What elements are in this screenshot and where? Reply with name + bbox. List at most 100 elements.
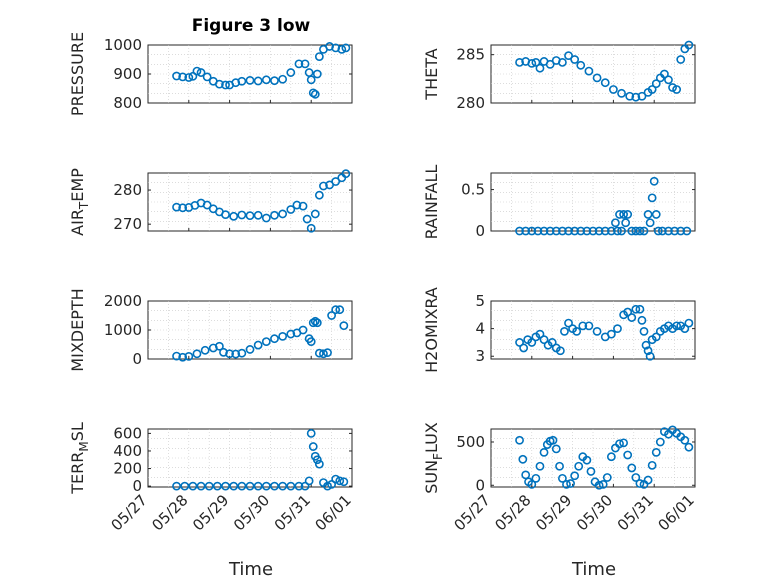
data-point [564, 318, 573, 328]
data-point [298, 201, 308, 211]
x-tick-label: 06/01 [655, 491, 698, 534]
data-point [278, 331, 288, 341]
x-tick-label: 05/29 [189, 491, 232, 534]
data-point [245, 211, 255, 221]
data-point [582, 455, 592, 465]
data-point [594, 226, 604, 236]
y-axis-label: MIXDEPTH [68, 288, 87, 371]
data-point [253, 481, 263, 491]
data-point [192, 349, 202, 359]
x-tick-label: 05/28 [491, 491, 534, 534]
data-point [588, 226, 598, 236]
data-point [600, 226, 610, 236]
y-tick-label: 5 [475, 292, 485, 310]
data-point [306, 337, 316, 346]
data-point [623, 210, 633, 219]
data-point [245, 345, 255, 354]
data-point [515, 338, 524, 347]
data-point [270, 76, 279, 86]
x-tick-label: 05/27 [451, 491, 494, 534]
data-point [564, 51, 573, 61]
data-point [606, 452, 616, 462]
data-point [639, 226, 649, 236]
data-point [306, 223, 316, 233]
data-point [298, 325, 308, 335]
data-point [304, 476, 314, 486]
data-point [335, 476, 345, 486]
y-tick-label: 280 [456, 94, 485, 112]
data-point [602, 473, 612, 482]
data-point [261, 75, 271, 85]
data-point [196, 481, 206, 491]
data-point [531, 473, 541, 483]
data-point [680, 324, 690, 334]
data-point [325, 42, 334, 51]
y-tick-label: 900 [113, 65, 142, 83]
data-point [576, 60, 586, 70]
x-tick-label: 05/28 [148, 491, 191, 534]
data-point [558, 226, 567, 236]
data-point [261, 337, 271, 346]
x-tick-label: 05/30 [573, 491, 616, 534]
data-point [535, 329, 545, 339]
data-point [555, 461, 564, 471]
data-point [651, 447, 661, 457]
data-point [515, 435, 524, 445]
data-point [651, 79, 661, 89]
data-point [551, 226, 561, 236]
data-point [294, 481, 304, 491]
data-point [172, 202, 181, 212]
y-tick-label: 1000 [104, 36, 142, 54]
data-point [631, 304, 641, 314]
x-tick-label: 05/27 [108, 491, 151, 534]
data-point [331, 43, 341, 53]
data-point [676, 55, 686, 64]
data-point [521, 226, 531, 236]
x-axis-label-left: Time [228, 559, 273, 580]
data-point [627, 463, 637, 473]
data-point [535, 461, 545, 471]
figure-title: Figure 3 low [192, 16, 311, 36]
data-point [664, 75, 673, 85]
mixdepth-panel: 0 1000 2000 MIXDEPTH [68, 288, 353, 372]
h2omixra-panel: 3 4 5 H2OMIXRA [422, 287, 696, 373]
data-point [527, 58, 537, 68]
data-point [578, 321, 588, 331]
data-point [314, 52, 324, 61]
data-point [639, 326, 649, 336]
data-point [635, 226, 645, 236]
y-tick-label: 2000 [104, 292, 142, 310]
data-point [682, 226, 692, 236]
y-tick-label: 285 [456, 46, 485, 64]
data-point [615, 210, 624, 219]
data-point [237, 210, 247, 220]
data-point [292, 200, 302, 210]
data-point [647, 460, 657, 470]
data-point [551, 444, 561, 454]
data-point [651, 210, 661, 219]
data-point [672, 321, 682, 331]
data-point [302, 214, 312, 224]
data-point [515, 58, 524, 67]
data-point [286, 68, 296, 77]
data-point [212, 481, 222, 491]
data-point [613, 226, 622, 236]
data-point [657, 226, 667, 236]
data-point [204, 481, 214, 491]
data-point [308, 442, 318, 451]
data-point [319, 349, 328, 359]
data-point [253, 340, 263, 350]
y-axis-label: TERRMSL [68, 422, 91, 495]
data-point [647, 85, 657, 94]
data-point [643, 210, 653, 219]
data-point [294, 59, 304, 69]
data-point [566, 479, 575, 488]
y-tick-label: 200 [113, 460, 142, 478]
data-point [245, 481, 255, 491]
data-point [576, 226, 586, 236]
data-point [647, 193, 657, 203]
data-point [670, 226, 679, 236]
data-point [312, 318, 322, 328]
